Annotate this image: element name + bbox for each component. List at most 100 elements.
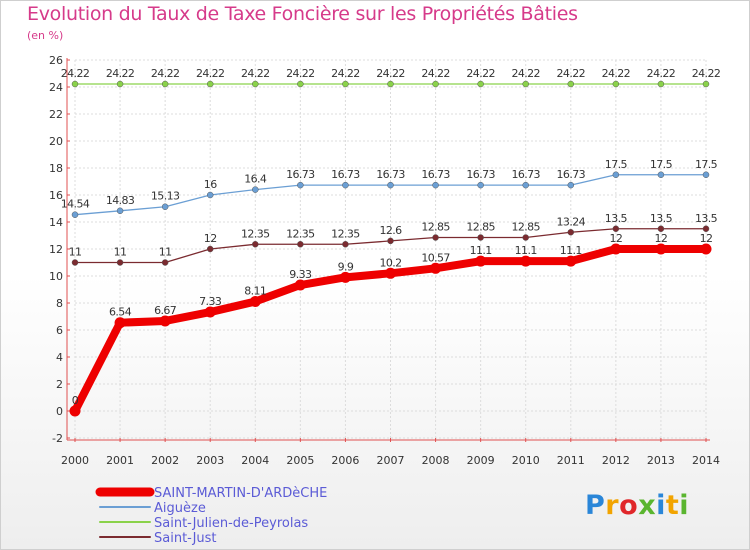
data-label: 12.85	[511, 221, 540, 234]
data-point	[71, 80, 79, 88]
data-point	[567, 80, 575, 88]
data-point	[252, 80, 259, 88]
x-tick-label: 2001	[106, 454, 134, 467]
data-label: 16.73	[557, 168, 586, 181]
data-point	[342, 241, 349, 248]
x-tick-label: 2005	[286, 454, 314, 467]
data-point	[342, 80, 349, 88]
data-label: 13.5	[650, 212, 673, 225]
data-label: 24.22	[647, 67, 676, 80]
data-label: 12	[609, 232, 622, 245]
x-tick-label: 2006	[331, 454, 359, 467]
data-label: 16.73	[376, 168, 405, 181]
data-point	[387, 80, 394, 88]
data-point	[206, 80, 214, 88]
data-label: 12	[700, 232, 713, 245]
data-label: 16.73	[331, 168, 360, 181]
data-point	[522, 80, 529, 88]
data-point	[161, 259, 169, 266]
data-label: 24.22	[241, 67, 270, 80]
chart-title: Evolution du Taux de Taxe Foncière sur l…	[27, 3, 578, 25]
data-point	[114, 317, 126, 329]
legend-label: SAINT-MARTIN-D'ARDèCHE	[154, 486, 327, 501]
y-tick-label: 22	[49, 108, 63, 121]
x-tick-label: 2002	[151, 454, 179, 467]
data-label: 11	[69, 246, 82, 259]
y-tick-label: 24	[49, 81, 63, 94]
x-tick-label: 2010	[512, 454, 540, 467]
data-label: 13.5	[695, 212, 718, 225]
data-label: 11.1	[470, 244, 492, 257]
y-tick-label: 2	[56, 378, 63, 391]
data-label: 9.9	[338, 260, 354, 273]
data-label: 24.22	[61, 67, 90, 80]
y-tick-label: 6	[56, 324, 63, 337]
data-label: 24.22	[511, 67, 540, 80]
data-label: 10.2	[379, 256, 401, 269]
data-point	[297, 241, 304, 248]
data-point	[700, 243, 712, 255]
data-point	[116, 259, 124, 266]
data-label: 7.33	[199, 295, 222, 308]
data-point	[294, 279, 306, 291]
y-tick-label: 0	[56, 405, 63, 418]
data-point	[522, 181, 529, 189]
data-point	[702, 225, 710, 232]
data-label: 10.57	[421, 251, 450, 264]
data-point	[339, 271, 351, 283]
data-label: 16.73	[466, 168, 495, 181]
legend-label: Saint-Just	[154, 531, 217, 546]
data-label: 13.24	[557, 215, 586, 228]
data-point	[387, 181, 394, 189]
data-point	[161, 203, 169, 210]
data-point	[206, 191, 214, 199]
data-point	[297, 181, 304, 189]
data-label: 24.22	[286, 67, 315, 80]
data-label: 16.73	[286, 168, 315, 181]
x-tick-label: 2008	[422, 454, 450, 467]
data-label: 14.83	[106, 194, 135, 207]
data-point	[477, 181, 484, 189]
data-label: 0	[72, 394, 79, 407]
data-point	[297, 80, 304, 88]
x-tick-label: 2000	[61, 454, 89, 467]
logo-letter: o	[619, 490, 639, 521]
data-point	[252, 241, 259, 248]
data-label: 12.35	[331, 227, 360, 240]
x-tick-label: 2003	[196, 454, 224, 467]
data-label: 12.35	[286, 227, 315, 240]
data-point	[610, 243, 622, 255]
data-label: 16.4	[244, 173, 267, 186]
data-point	[432, 80, 439, 88]
data-label: 11	[159, 246, 172, 259]
y-tick-label: 12	[49, 243, 63, 256]
data-label: 24.22	[106, 67, 135, 80]
x-tick-label: 2013	[647, 454, 675, 467]
y-tick-label: 20	[49, 135, 63, 148]
data-label: 24.22	[557, 67, 586, 80]
data-label: 17.5	[605, 158, 628, 171]
data-point	[249, 296, 261, 308]
legend-label: Aiguèze	[154, 501, 206, 516]
data-label: 24.22	[196, 67, 225, 80]
logo-letter: x	[638, 490, 657, 521]
x-tick-label: 2012	[602, 454, 630, 467]
data-label: 11.1	[515, 244, 537, 257]
data-label: 17.5	[695, 158, 718, 171]
data-point	[342, 181, 349, 189]
y-tick-label: 14	[49, 216, 63, 229]
data-label: 16	[204, 178, 217, 191]
data-label: 24.22	[331, 67, 360, 80]
data-point	[655, 243, 667, 255]
data-label: 24.22	[602, 67, 631, 80]
logo-letter: i	[656, 490, 666, 521]
proxiti-logo: Proxiti	[585, 490, 689, 521]
data-point	[565, 255, 577, 267]
data-point	[477, 234, 484, 241]
data-label: 8.11	[244, 285, 266, 298]
data-label: 13.5	[605, 212, 628, 225]
logo-letter: t	[665, 490, 680, 521]
data-label: 24.22	[421, 67, 450, 80]
data-label: 12.85	[421, 221, 450, 234]
